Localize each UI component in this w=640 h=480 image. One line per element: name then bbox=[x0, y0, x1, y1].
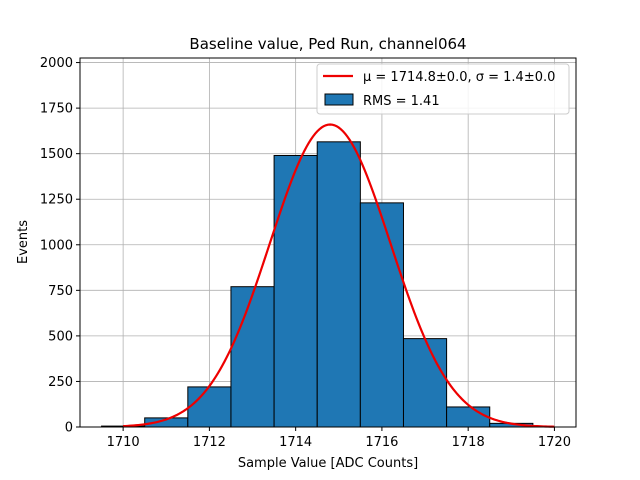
y-tick-label: 1000 bbox=[40, 238, 73, 253]
chart-title: Baseline value, Ped Run, channel064 bbox=[189, 35, 466, 53]
y-tick-label: 1750 bbox=[40, 102, 73, 117]
y-tick-label: 1250 bbox=[40, 193, 73, 208]
gaussian-fit-curve bbox=[123, 123, 555, 428]
y-tick-label: 2000 bbox=[40, 56, 73, 71]
plot-frame bbox=[79, 57, 577, 428]
histogram-bar bbox=[187, 386, 232, 428]
y-tick-label: 750 bbox=[48, 284, 73, 299]
histogram-bar bbox=[359, 202, 404, 428]
legend: μ = 1714.8±0.0, σ = 1.4±0.0 RMS = 1.41 bbox=[316, 63, 570, 115]
y-axis-ticks: 0 250 500 750 1000 1250 1500 1750 2000 bbox=[40, 56, 80, 436]
x-axis-ticks: 1710 1712 1714 1716 1718 1720 bbox=[107, 427, 571, 450]
y-tick-label: 0 bbox=[65, 421, 73, 436]
histogram-bar bbox=[273, 154, 318, 428]
legend-box bbox=[316, 63, 570, 115]
histogram-bar bbox=[230, 286, 275, 428]
x-tick-label: 1712 bbox=[193, 435, 226, 450]
legend-histogram-label: RMS = 1.41 bbox=[363, 94, 440, 109]
legend-histogram-swatch bbox=[324, 93, 354, 106]
histogram-bar bbox=[316, 141, 361, 428]
y-tick-label: 1500 bbox=[40, 147, 73, 162]
x-tick-label: 1720 bbox=[538, 435, 571, 450]
y-tick-label: 250 bbox=[48, 375, 73, 390]
histogram-bars bbox=[101, 141, 534, 428]
legend-fit-label: μ = 1714.8±0.0, σ = 1.4±0.0 bbox=[363, 70, 555, 85]
x-tick-label: 1718 bbox=[452, 435, 485, 450]
x-tick-label: 1716 bbox=[365, 435, 398, 450]
y-tick-label: 500 bbox=[48, 329, 73, 344]
y-axis-label: Events bbox=[16, 220, 31, 264]
x-tick-label: 1710 bbox=[107, 435, 140, 450]
x-axis-label: Sample Value [ADC Counts] bbox=[238, 456, 418, 471]
x-tick-label: 1714 bbox=[279, 435, 312, 450]
histogram-bar bbox=[402, 338, 448, 428]
histogram-bar bbox=[446, 406, 491, 428]
